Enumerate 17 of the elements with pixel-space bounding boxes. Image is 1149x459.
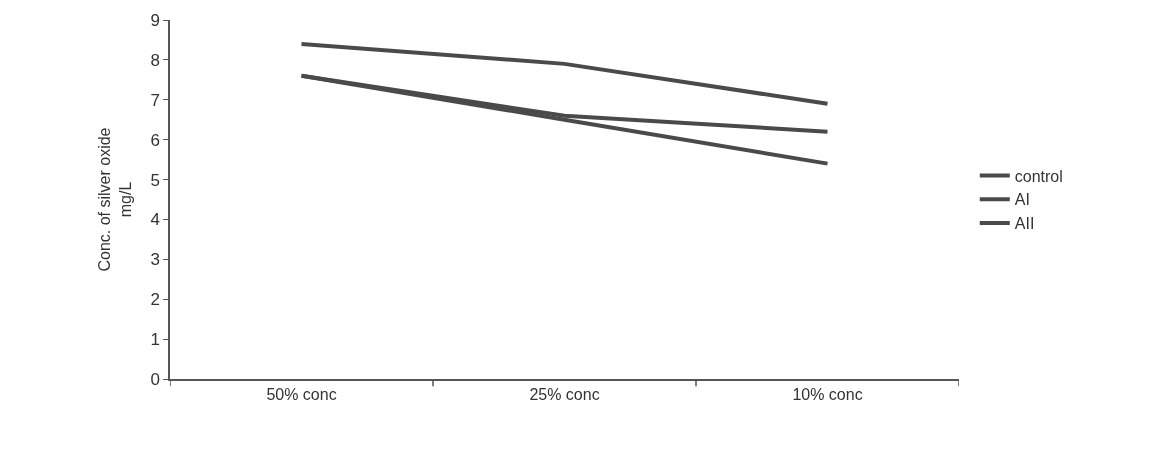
- y-tick-label: 0: [150, 369, 160, 389]
- x-tick-label: 50% conc: [266, 385, 337, 403]
- y-tick-label: 4: [150, 210, 160, 230]
- y-tick-label: 3: [150, 250, 160, 270]
- x-tick-label: 25% conc: [529, 385, 600, 403]
- y-tick-label: 5: [150, 170, 160, 190]
- x-tick-label: 10% conc: [792, 385, 863, 403]
- y-tick-label: 7: [150, 90, 160, 110]
- y-tick-label: 1: [150, 330, 160, 350]
- y-tick-label: 2: [150, 290, 160, 310]
- y-tick-label: 9: [150, 10, 160, 30]
- legend-label: control: [1014, 167, 1063, 185]
- legend-label: AI: [1014, 191, 1030, 209]
- y-tick-label: 8: [150, 50, 160, 70]
- y-tick-label: 6: [150, 130, 160, 150]
- y-axis-title: Conc. of silver oxide mg/L: [95, 127, 134, 272]
- legend-label: AII: [1014, 215, 1035, 233]
